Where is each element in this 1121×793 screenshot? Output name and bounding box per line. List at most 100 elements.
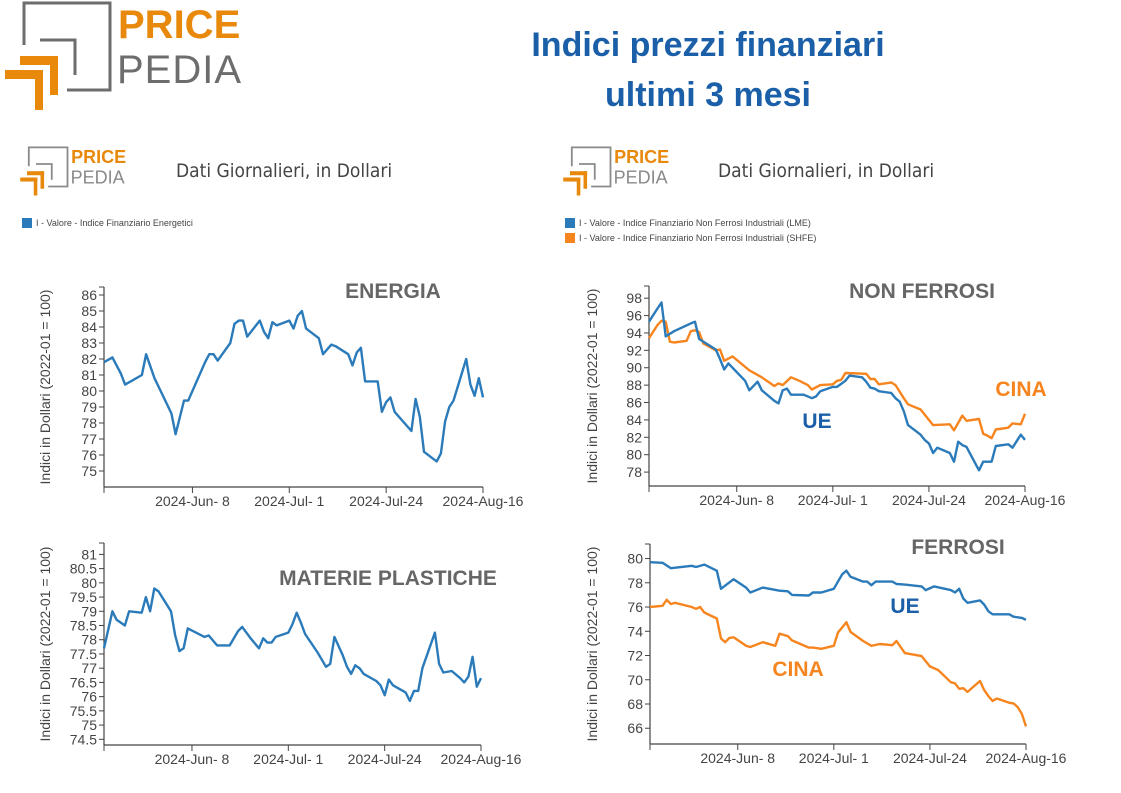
y-tick-label: 68 <box>627 696 643 712</box>
svg-text:PRICE: PRICE <box>614 147 669 167</box>
x-tick-label: 2024-Jul- 1 <box>253 751 323 767</box>
series-line-1 <box>647 301 1026 472</box>
x-tick-label: 2024-Jul-24 <box>349 493 423 509</box>
y-tick-label: 66 <box>627 720 643 736</box>
legend-item[interactable]: I - Valore - Indice Finanziario Non Ferr… <box>565 218 811 228</box>
y-tick-label: 76.5 <box>70 674 97 690</box>
y-tick-label: 75 <box>81 717 97 733</box>
series-annotation: UE <box>890 595 919 618</box>
y-tick-label: 76 <box>627 599 643 615</box>
y-tick-label: 96 <box>626 308 642 324</box>
y-tick-label: 81 <box>81 367 97 383</box>
chart-title: FERROSI <box>911 536 1004 559</box>
y-tick-label: 70 <box>627 672 643 688</box>
series-line-1 <box>649 598 1028 727</box>
legend-label: I - Valore - Indice Finanziario Non Ferr… <box>579 233 817 243</box>
y-tick-label: 80 <box>81 383 97 399</box>
y-axis-label: Indici in Dollari (2022-01 = 100) <box>37 290 53 485</box>
legend-label: I - Valore - Indice Finanziario Non Ferr… <box>579 218 811 228</box>
svg-text:PEDIA: PEDIA <box>614 167 668 187</box>
y-tick-label: 78 <box>81 632 97 648</box>
y-tick-label: 80 <box>627 551 643 567</box>
series-annotation: UE <box>802 410 831 433</box>
series-line-0 <box>647 319 1027 440</box>
x-tick-label: 2024-Jul-24 <box>893 750 967 766</box>
y-tick-label: 78 <box>626 464 642 480</box>
y-tick-label: 80.5 <box>70 561 97 577</box>
y-tick-label: 92 <box>626 342 642 358</box>
svg-text:PRICE: PRICE <box>71 147 126 167</box>
y-axis-label: Indici in Dollari (2022-01 = 100) <box>584 547 600 742</box>
y-tick-label: 82 <box>626 429 642 445</box>
x-tick-label: 2024-Aug-16 <box>985 492 1066 508</box>
main-title-line2: ultimi 3 mesi <box>605 76 811 114</box>
chart-title: MATERIE PLASTICHE <box>279 567 497 590</box>
x-tick-label: 2024-Jun- 8 <box>700 750 775 766</box>
svg-text:PRICE: PRICE <box>118 3 240 47</box>
x-tick-label: 2024-Jun- 8 <box>155 751 230 767</box>
y-tick-label: 84 <box>626 412 642 428</box>
y-tick-label: 94 <box>626 325 642 341</box>
legend-swatch <box>22 218 32 228</box>
y-tick-label: 83 <box>81 335 97 351</box>
y-axis-label: Indici in Dollari (2022-01 = 100) <box>584 289 600 484</box>
series-line-0 <box>102 587 483 703</box>
x-tick-label: 2024-Aug-16 <box>443 493 524 509</box>
y-tick-label: 79 <box>81 399 97 415</box>
x-tick-label: 2024-Jul-24 <box>892 492 966 508</box>
x-tick-label: 2024-Aug-16 <box>441 751 522 767</box>
y-tick-label: 74.5 <box>70 731 97 747</box>
y-tick-label: 74 <box>627 623 643 639</box>
chart-3: 66 68 70 72 74 76 78 80 2024-Jun- 8 2024-Jul- 1 20… <box>584 536 1067 766</box>
y-tick-label: 78.5 <box>70 618 97 634</box>
y-tick-label: 86 <box>626 395 642 411</box>
panel-subtitle: Dati Giornalieri, in Dollari <box>176 160 393 182</box>
y-tick-label: 80 <box>626 447 642 463</box>
y-tick-label: 75 <box>81 463 97 479</box>
main-title-line1: Indici prezzi finanziari <box>531 26 885 64</box>
series-annotation: CINA <box>995 378 1046 401</box>
chart-title: NON FERROSI <box>849 280 995 303</box>
series-line-0 <box>103 309 485 463</box>
y-tick-label: 86 <box>81 287 97 303</box>
legend-item[interactable]: I - Valore - Indice Finanziario Energeti… <box>22 218 193 228</box>
y-tick-label: 76 <box>81 689 97 705</box>
y-tick-label: 75.5 <box>70 703 97 719</box>
x-tick-label: 2024-Jun- 8 <box>699 492 774 508</box>
y-tick-label: 81 <box>81 546 97 562</box>
pricepedia-logo-small: PRICE PEDIA <box>563 146 669 196</box>
svg-text:PEDIA: PEDIA <box>71 167 125 187</box>
y-axis-label: Indici in Dollari (2022-01 = 100) <box>37 547 53 742</box>
legend-item[interactable]: I - Valore - Indice Finanziario Non Ferr… <box>565 233 816 243</box>
series-line-0 <box>649 561 1027 621</box>
y-tick-label: 77 <box>81 431 97 447</box>
y-tick-label: 90 <box>626 360 642 376</box>
legend-label: I - Valore - Indice Finanziario Energeti… <box>36 218 193 228</box>
chart-2: 74.57575.57676.57777.57878.57979.58080.5… <box>37 542 522 767</box>
y-tick-label: 78 <box>81 415 97 431</box>
x-tick-label: 2024-Jul- 1 <box>799 750 869 766</box>
y-tick-label: 79 <box>81 603 97 619</box>
series-annotation: CINA <box>772 658 823 681</box>
legend-swatch <box>565 218 575 228</box>
pricepedia-logo-small: PRICE PEDIA <box>20 146 126 196</box>
y-tick-label: 72 <box>627 648 643 664</box>
legend-swatch <box>565 233 575 243</box>
y-tick-label: 84 <box>81 319 97 335</box>
y-tick-label: 88 <box>626 377 642 393</box>
x-tick-label: 2024-Jul-24 <box>348 751 422 767</box>
panel-subtitle: Dati Giornalieri, in Dollari <box>718 160 935 182</box>
x-tick-label: 2024-Aug-16 <box>986 750 1067 766</box>
svg-text:PEDIA: PEDIA <box>117 48 242 92</box>
y-tick-label: 78 <box>627 575 643 591</box>
y-tick-label: 80 <box>81 575 97 591</box>
y-tick-label: 76 <box>81 447 97 463</box>
x-tick-label: 2024-Jul- 1 <box>254 493 324 509</box>
y-tick-label: 79.5 <box>70 589 97 605</box>
chart-title: ENERGIA <box>345 280 441 303</box>
y-tick-label: 85 <box>81 303 97 319</box>
x-tick-label: 2024-Jun- 8 <box>155 493 230 509</box>
